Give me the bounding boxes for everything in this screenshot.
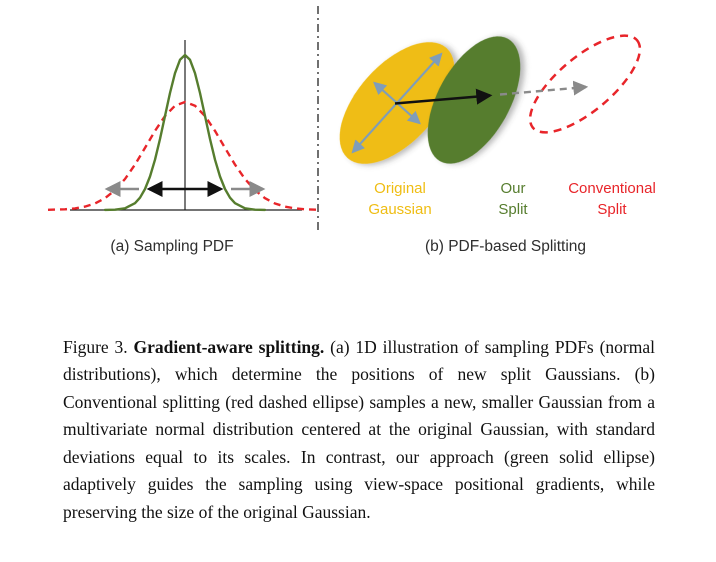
figure-caption-title: Gradient-aware splitting. <box>133 336 325 357</box>
figure-caption-body: (a) 1D illustration of sampling PDFs (no… <box>63 336 655 522</box>
panel-b-pdf-splitting <box>339 34 642 164</box>
red-dashed-gaussian-curve <box>47 100 319 211</box>
original-gaussian-label: Original Gaussian <box>368 180 432 218</box>
panel-a-sampling-pdf <box>47 40 319 212</box>
figure-3-graphics <box>47 6 642 232</box>
figure-caption: Figure 3. Gradient-aware splitting. (a) … <box>63 334 655 527</box>
our-split-ellipse <box>427 36 521 164</box>
gradient-gray-dashed-arrow <box>499 80 589 96</box>
our-split-label: Our Split <box>498 180 528 218</box>
panel-a-caption: (a) Sampling PDF <box>110 238 234 255</box>
green-solid-gaussian-curve <box>103 53 267 212</box>
figure-caption-label: Figure 3. <box>63 336 128 357</box>
panel-b-caption: (b) PDF-based Splitting <box>424 238 587 255</box>
conventional-split-ellipse <box>528 34 642 134</box>
gradient-black-arrow <box>394 88 493 105</box>
conventional-split-label: Conventional Split <box>568 180 656 218</box>
